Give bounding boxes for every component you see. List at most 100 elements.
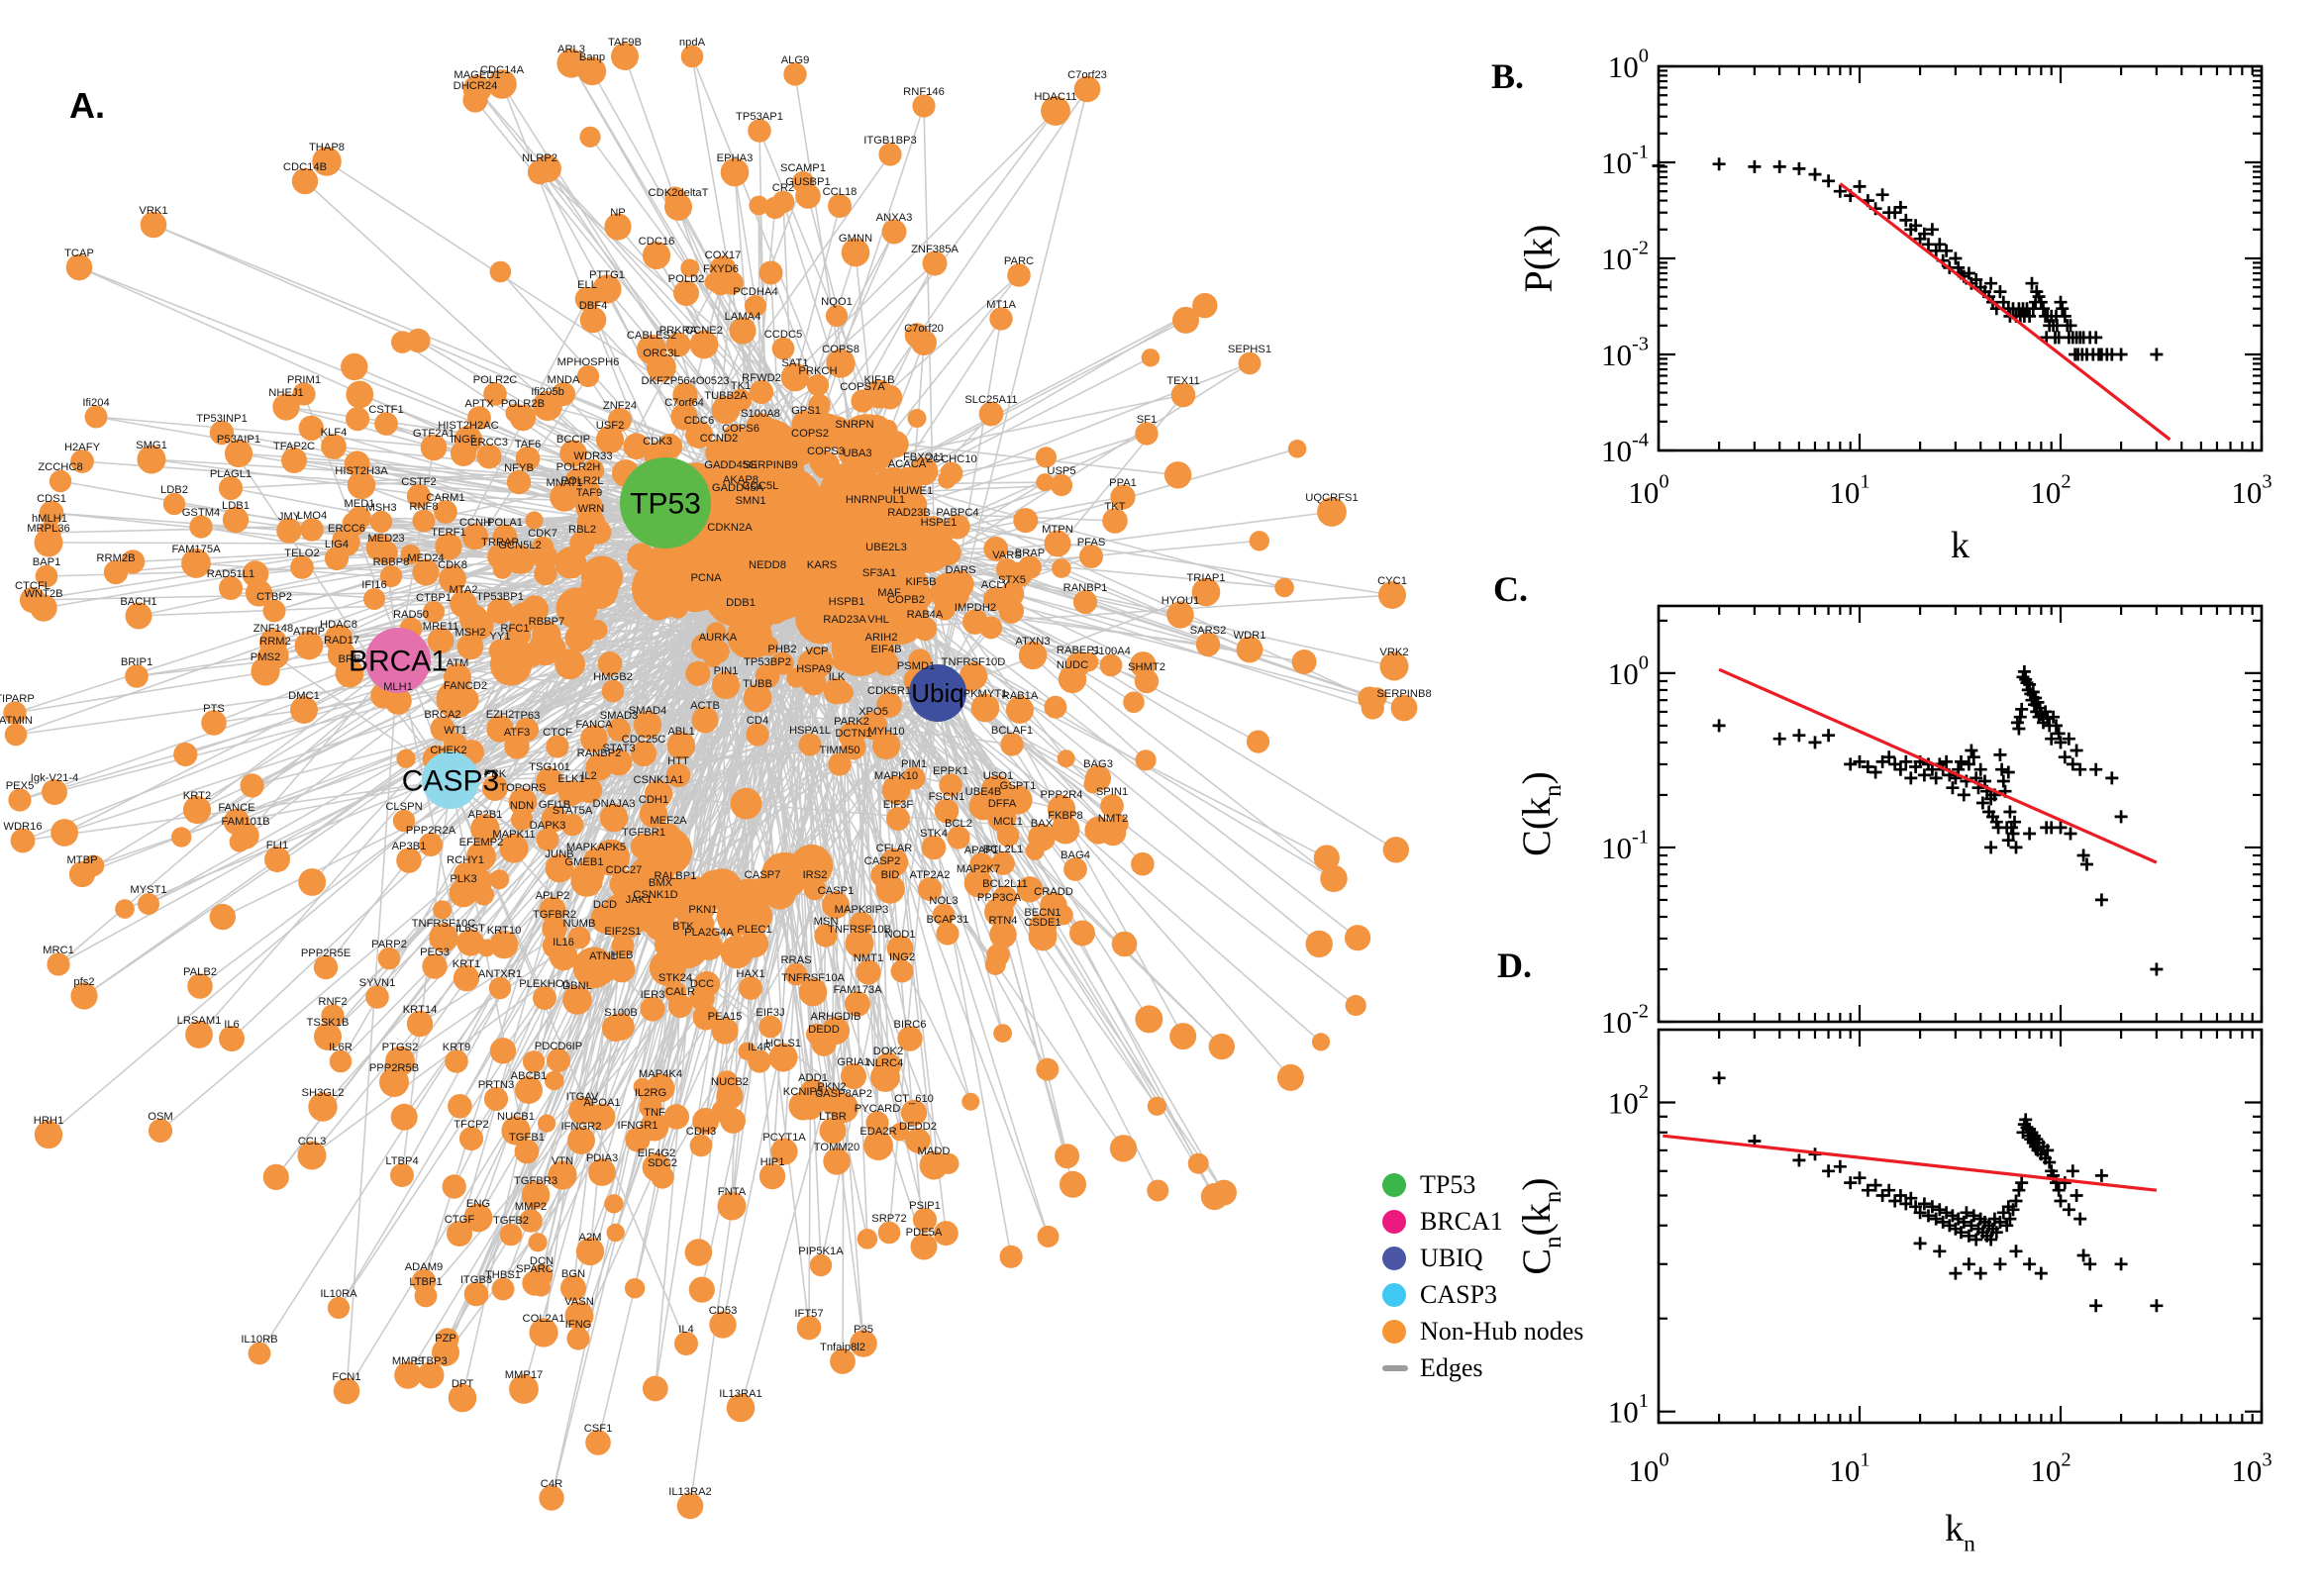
gene-node[interactable] [962,609,988,635]
gene-node[interactable] [451,441,476,466]
gene-node[interactable] [219,1026,245,1051]
gene-node[interactable] [831,620,858,648]
gene-node[interactable] [232,822,259,849]
gene-node[interactable] [743,683,772,713]
gene-node[interactable] [711,1017,739,1045]
gene-node[interactable] [499,1223,523,1247]
gene-node[interactable] [533,986,556,1010]
gene-node[interactable] [509,1374,539,1404]
gene-node[interactable] [1063,857,1087,881]
gene-node[interactable] [705,439,733,466]
gene-node[interactable] [1084,764,1112,792]
gene-node[interactable] [585,753,613,781]
gene-node[interactable] [68,860,96,888]
gene-node[interactable] [695,933,723,960]
gene-node[interactable] [514,1139,540,1164]
gene-node[interactable] [420,434,448,461]
gene-node[interactable] [664,193,692,221]
gene-node[interactable] [396,848,422,873]
gene-node[interactable] [811,1031,837,1056]
gene-node[interactable] [34,528,63,557]
gene-node[interactable] [692,578,720,606]
gene-node[interactable] [592,274,622,304]
gene-node[interactable] [148,1118,173,1144]
gene-node[interactable] [321,434,347,459]
gene-node[interactable] [575,776,603,804]
gene-node[interactable] [801,670,827,696]
gene-node[interactable] [1100,794,1124,818]
hub-node-tp53[interactable] [620,457,711,549]
gene-node[interactable] [945,514,970,540]
gene-node[interactable] [515,446,541,471]
gene-node[interactable] [324,546,350,571]
gene-node[interactable] [758,1162,786,1190]
gene-node[interactable] [585,1430,611,1455]
gene-node[interactable] [604,213,632,241]
gene-node[interactable] [726,1393,756,1423]
gene-node[interactable] [823,677,851,705]
gene-node[interactable] [599,803,629,833]
gene-node[interactable] [575,1237,605,1266]
gene-node[interactable] [379,564,403,588]
gene-node[interactable] [272,393,300,421]
gene-node[interactable] [715,527,745,556]
gene-node[interactable] [630,740,657,767]
gene-node[interactable] [969,852,993,876]
gene-node[interactable] [560,1275,586,1301]
gene-node[interactable] [42,779,67,805]
gene-node[interactable] [251,656,280,686]
gene-node[interactable] [392,809,416,833]
gene-node[interactable] [656,823,680,847]
gene-node[interactable] [281,448,307,473]
gene-node[interactable] [449,878,478,908]
gene-node[interactable] [321,1004,345,1028]
gene-node[interactable] [542,916,567,942]
gene-node[interactable] [8,788,32,812]
gene-node[interactable] [1044,530,1071,557]
gene-node[interactable] [823,1147,851,1175]
gene-node[interactable] [562,985,592,1015]
hub-node-brca1[interactable] [365,628,431,693]
gene-node[interactable] [959,661,988,691]
gene-node[interactable] [462,87,488,113]
gene-node[interactable] [489,930,519,959]
gene-node[interactable] [856,959,881,985]
gene-node[interactable] [447,1221,472,1247]
gene-node[interactable] [999,581,1025,607]
gene-node[interactable] [548,1160,577,1190]
gene-node[interactable] [912,616,938,642]
gene-node[interactable] [841,238,870,267]
gene-node[interactable] [137,445,166,474]
gene-node[interactable] [559,440,587,467]
gene-node[interactable] [936,922,960,946]
gene-node[interactable] [185,1021,213,1048]
gene-node[interactable] [1051,815,1080,845]
gene-node[interactable] [898,490,928,520]
gene-node[interactable] [822,891,850,919]
gene-node[interactable] [890,959,914,983]
gene-node[interactable] [452,686,479,714]
gene-node[interactable] [812,451,840,479]
gene-node[interactable] [456,929,484,956]
gene-node[interactable] [1007,263,1031,287]
gene-node[interactable] [809,566,835,592]
gene-node[interactable] [365,985,389,1009]
gene-node[interactable] [771,337,795,360]
gene-node[interactable] [70,449,94,473]
gene-node[interactable] [406,483,432,509]
gene-node[interactable] [845,991,870,1017]
gene-node[interactable] [991,851,1015,875]
gene-node[interactable] [1379,651,1409,681]
gene-node[interactable] [374,412,398,436]
gene-node[interactable] [1040,892,1067,920]
gene-node[interactable] [910,1233,938,1260]
gene-node[interactable] [569,531,595,556]
gene-node[interactable] [633,710,662,740]
gene-node[interactable] [427,627,454,654]
gene-node[interactable] [608,955,636,983]
gene-node[interactable] [574,286,600,312]
gene-node[interactable] [918,877,942,901]
gene-node[interactable] [897,1026,923,1051]
gene-node[interactable] [579,306,607,334]
gene-node[interactable] [264,847,290,872]
